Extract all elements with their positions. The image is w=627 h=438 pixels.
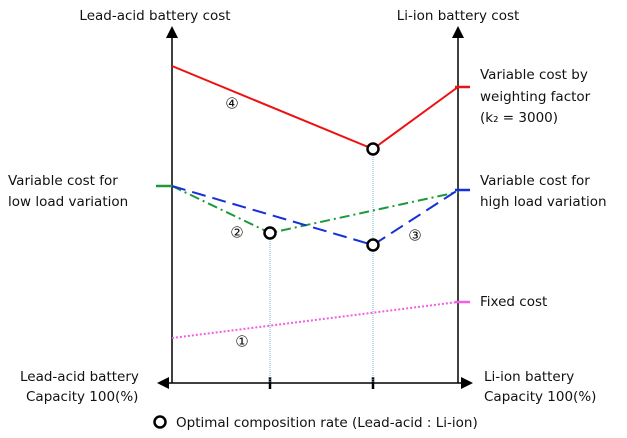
axis-end-label: Capacity 100(%) <box>26 389 138 405</box>
legend-symbol <box>153 415 167 429</box>
curve-label: low load variation <box>8 194 128 210</box>
curve-label: Variable cost for <box>8 173 118 189</box>
curve-label: high load variation <box>480 194 607 210</box>
curve-number: ① <box>235 333 248 351</box>
curve-label: weighting factor <box>480 89 591 105</box>
optimal-point <box>263 226 277 240</box>
curve-label: Variable cost by <box>480 67 588 83</box>
axis-end-label: Capacity 100(%) <box>484 389 596 405</box>
axis-end-label: Li-ion battery <box>484 369 574 385</box>
curve-number: ② <box>230 224 243 242</box>
optimal-point <box>366 238 380 252</box>
axis-title: Lead-acid battery cost <box>79 8 230 24</box>
curve-label: (k₂ = 3000) <box>480 110 558 126</box>
legend-label: Optimal composition rate (Lead-acid : Li… <box>176 415 478 431</box>
curve-number: ③ <box>408 227 421 245</box>
weighting-curve <box>171 65 459 151</box>
curve-number: ④ <box>225 95 238 113</box>
axis-title: Li-ion battery cost <box>397 8 520 24</box>
fixed-curve <box>171 301 459 339</box>
axis-end-label: Lead-acid battery <box>20 369 139 385</box>
high-load-curve <box>171 185 459 247</box>
curve-label: Variable cost for <box>480 173 590 189</box>
optimal-point <box>366 142 380 156</box>
curve-label: Fixed cost <box>480 294 547 310</box>
